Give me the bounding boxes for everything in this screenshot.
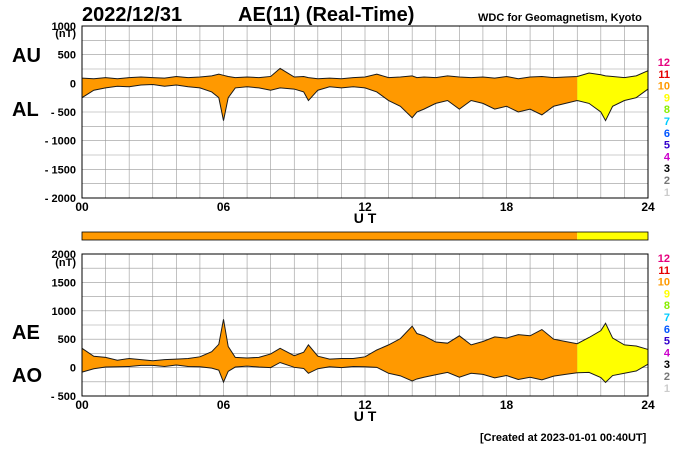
y-axis-unit: (nT) xyxy=(55,257,76,269)
x-tick-label: 12 xyxy=(358,200,372,214)
legend-number: 1 xyxy=(664,187,670,199)
legend-number: 7 xyxy=(664,116,670,128)
legend-number: 10 xyxy=(658,277,670,289)
series-side-label-al: AL xyxy=(12,99,39,121)
chart-title: AE(11) (Real-Time) xyxy=(238,4,415,26)
y-tick-label: - 1500 xyxy=(45,164,76,176)
legend-number: 8 xyxy=(664,300,670,312)
y-tick-label: 0 xyxy=(70,78,76,90)
legend-number: 5 xyxy=(664,140,670,152)
legend-number: 6 xyxy=(664,324,670,336)
legend-number: 12 xyxy=(658,253,670,265)
y-tick-label: - 500 xyxy=(51,391,76,403)
y-tick-label: - 1000 xyxy=(45,136,76,148)
x-axis-label: U T xyxy=(354,408,377,424)
series-line-ao xyxy=(81,361,649,384)
data-status-bar xyxy=(81,231,649,241)
y-tick-label: 1000 xyxy=(52,21,76,33)
area-fill-final xyxy=(82,319,578,383)
series-line-ae xyxy=(81,319,649,362)
au-al-panel: 1000 500 0 - 500 - 1000 - 1500 - 2000 (nT) 00 06 1… xyxy=(12,21,655,226)
legend-number: 4 xyxy=(664,347,671,359)
legend-number: 3 xyxy=(664,359,670,371)
legend-number: 11 xyxy=(658,69,670,81)
x-tick-label: 18 xyxy=(500,398,514,412)
x-tick-label: 24 xyxy=(641,200,655,214)
created-timestamp: [Created at 2023-01-01 00:40UT] xyxy=(480,432,647,444)
x-tick-label: 00 xyxy=(75,398,89,412)
legend-number: 7 xyxy=(664,312,670,324)
plot-frame xyxy=(81,25,649,199)
area-fill-latest xyxy=(577,323,648,383)
series-side-label-ae: AE xyxy=(12,322,40,344)
legend-number: 2 xyxy=(664,175,670,187)
legend-number: 9 xyxy=(664,92,670,104)
y-tick-label: 500 xyxy=(58,50,76,62)
legend-number: 10 xyxy=(658,81,670,93)
legend-number: 6 xyxy=(664,128,670,140)
legend-number: 12 xyxy=(658,57,670,69)
legend-number: 2 xyxy=(664,371,670,383)
date-title: 2022/12/31 xyxy=(82,4,183,26)
x-tick-label: 12 xyxy=(358,398,372,412)
legend-number: 8 xyxy=(664,104,670,116)
source-label: WDC for Geomagnetism, Kyoto xyxy=(478,12,642,24)
y-tick-label: - 500 xyxy=(51,107,76,119)
x-axis-label: U T xyxy=(354,210,377,226)
y-tick-label: 2000 xyxy=(52,249,76,261)
series-side-label-au: AU xyxy=(12,45,41,67)
status-bar-frame xyxy=(81,231,649,241)
area-fill-final xyxy=(82,68,578,121)
y-axis-unit: (nT) xyxy=(55,28,76,40)
y-tick-label: 1000 xyxy=(52,306,76,318)
y-tick-label: 1500 xyxy=(52,277,76,289)
x-tick-label: 18 xyxy=(500,200,514,214)
y-tick-label: 0 xyxy=(70,363,76,375)
legend-number: 11 xyxy=(658,265,670,277)
legend-number: 9 xyxy=(664,288,670,300)
status-bar-final xyxy=(82,232,578,240)
series-line-au xyxy=(81,67,649,80)
area-fill-latest xyxy=(577,70,648,121)
x-tick-label: 24 xyxy=(641,398,655,412)
plot-frame xyxy=(81,253,649,397)
series-line-al xyxy=(81,83,649,122)
x-tick-label: 06 xyxy=(217,200,231,214)
status-bar-latest xyxy=(577,232,648,240)
y-tick-label: - 2000 xyxy=(45,193,76,205)
legend-number: 4 xyxy=(664,151,671,163)
legend-number: 3 xyxy=(664,163,670,175)
ae-ao-panel: 2000 1500 1000 500 0 - 500 (nT) 00 06 12 18 24 U T AE… xyxy=(12,249,655,424)
legend-number: 1 xyxy=(664,383,670,395)
x-tick-label: 06 xyxy=(217,398,231,412)
legend-number: 5 xyxy=(664,336,670,348)
x-tick-label: 00 xyxy=(75,200,89,214)
y-tick-label: 500 xyxy=(58,334,76,346)
series-side-label-ao: AO xyxy=(12,365,42,387)
